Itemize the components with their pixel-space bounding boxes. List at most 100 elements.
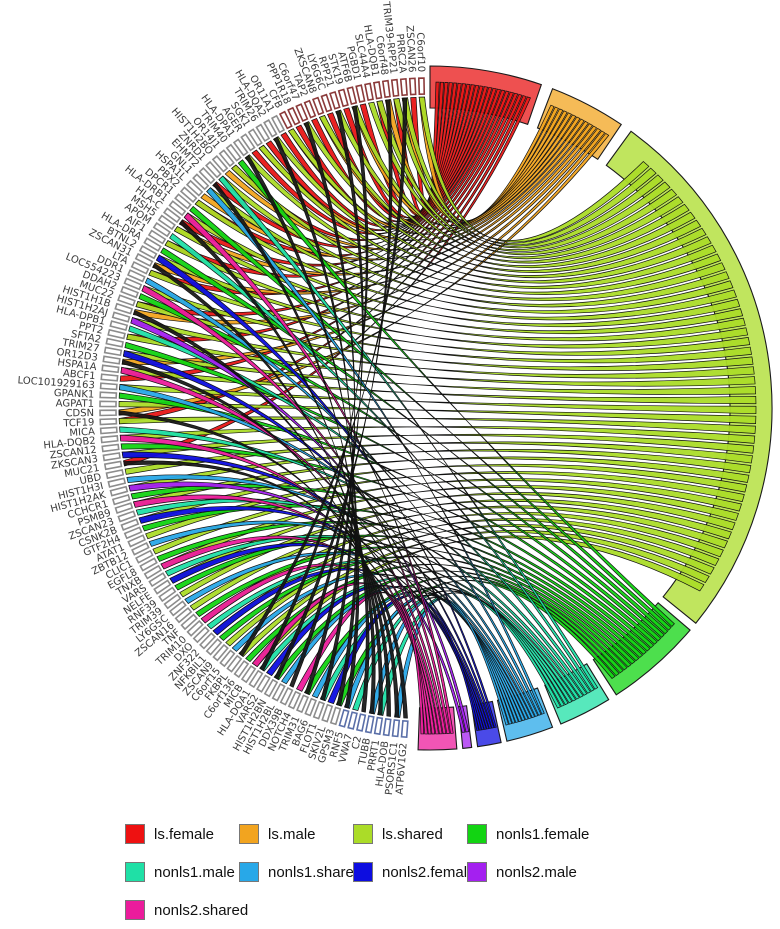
legend-label: nonls1.shared xyxy=(268,863,363,881)
gene-tick xyxy=(233,659,250,679)
gene-label-CDSN: CDSN xyxy=(65,408,94,419)
gene-label-GPANK1: GPANK1 xyxy=(54,388,95,401)
gene-tick xyxy=(212,643,229,662)
gene-tick xyxy=(225,143,242,162)
legend-item-ls-shared: ls.shared xyxy=(353,824,443,844)
chord-ribbon xyxy=(335,109,690,264)
gene-label-ATP6V1G2: ATP6V1G2 xyxy=(395,743,410,796)
gene-tick xyxy=(185,179,204,197)
chord-ribbon xyxy=(200,563,432,735)
chord-ribbon xyxy=(121,130,606,366)
gene-tick xyxy=(255,674,271,693)
gene-tick xyxy=(100,435,119,444)
gene-label-C2: C2 xyxy=(350,735,364,750)
gene-tick xyxy=(417,77,426,96)
chord-ribbon xyxy=(258,144,717,290)
gene-tick xyxy=(295,103,309,122)
gene-tick xyxy=(109,485,129,497)
gene-tick xyxy=(99,426,118,435)
chord-ribbon xyxy=(327,595,480,732)
legend-swatch xyxy=(125,862,145,882)
chord-ribbon xyxy=(287,128,707,279)
legend-item-nonls1-male: nonls1.male xyxy=(125,862,235,882)
gene-label-ZSCAN26: ZSCAN26 xyxy=(403,25,417,73)
gene-tick xyxy=(117,294,136,307)
gene-tick xyxy=(329,90,341,110)
chord-ribbon xyxy=(272,136,712,284)
legend-label: nonls2.male xyxy=(496,863,577,881)
gene-tick xyxy=(102,452,121,462)
gene-tick xyxy=(109,320,129,332)
ticks-group xyxy=(99,77,426,739)
ribbons-group xyxy=(118,81,757,735)
gene-tick xyxy=(168,200,187,217)
chord-ribbon xyxy=(179,498,732,598)
gene-tick xyxy=(111,493,131,506)
gene-tick xyxy=(114,302,134,315)
gene-tick xyxy=(163,593,182,610)
gene-tick xyxy=(99,409,117,417)
gene-label-MICA: MICA xyxy=(69,426,95,439)
chord-ribbon xyxy=(119,383,539,717)
chord-ribbon xyxy=(121,359,391,717)
gene-tick xyxy=(219,649,236,668)
gene-tick xyxy=(147,229,167,245)
gene-tick xyxy=(99,382,118,391)
gene-tick xyxy=(390,78,400,97)
legend-item-nonls2-female: nonls2.female xyxy=(353,862,475,882)
legend-swatch xyxy=(467,824,487,844)
gene-tick xyxy=(311,96,325,116)
chord-ribbon xyxy=(394,598,509,726)
chord-ribbon xyxy=(128,481,466,733)
chord-ribbon xyxy=(351,105,684,260)
gene-tick xyxy=(127,534,147,548)
gene-tick xyxy=(135,549,154,564)
legend-label: nonls2.shared xyxy=(154,901,249,919)
chord-ribbon xyxy=(401,97,657,246)
chord-ribbon xyxy=(121,433,755,459)
gene-tick xyxy=(198,166,216,185)
legend-item-nonls2-shared: nonls2.shared xyxy=(125,900,248,920)
chord-ribbon xyxy=(132,127,602,325)
chord-ribbon xyxy=(273,570,624,681)
gene-tick xyxy=(372,81,383,100)
chord-ribbon xyxy=(266,584,482,731)
chord-ribbon xyxy=(148,520,532,720)
legend-label: nonls2.female xyxy=(382,863,476,881)
chord-ribbon xyxy=(138,293,665,638)
gene-tick xyxy=(199,632,217,650)
chord-ribbon xyxy=(376,100,671,252)
gene-tick xyxy=(103,460,123,471)
legend-item-ls-female: ls.female xyxy=(125,824,214,844)
gene-label-TCF19: TCF19 xyxy=(62,417,94,429)
chord-ribbon xyxy=(195,546,636,665)
gene-tick xyxy=(143,564,163,580)
gene-tick xyxy=(179,186,198,204)
gene-tick xyxy=(400,719,409,739)
gene-tick xyxy=(408,77,417,96)
gene-tick xyxy=(101,364,120,374)
gene-tick xyxy=(347,711,358,730)
gene-tick xyxy=(263,119,278,138)
gene-tick xyxy=(105,337,124,348)
gene-tick xyxy=(174,193,192,210)
chord-ribbon xyxy=(179,219,370,713)
gene-tick xyxy=(192,626,210,644)
chord-ribbon xyxy=(128,325,591,694)
gene-tick xyxy=(263,678,279,698)
chord-ribbon xyxy=(245,154,358,707)
gene-tick xyxy=(105,468,125,480)
gene-tick xyxy=(130,260,150,275)
chord-ribbon xyxy=(189,205,672,631)
gene-tick xyxy=(248,669,264,689)
gene-tick xyxy=(111,311,131,323)
gene-tick xyxy=(103,346,123,357)
gene-tick xyxy=(303,99,317,119)
gene-tick xyxy=(192,173,210,191)
chord-ribbon xyxy=(130,316,470,733)
chord-ribbon xyxy=(133,309,383,716)
gene-tick xyxy=(382,717,392,737)
gene-tick xyxy=(364,715,375,734)
gene-tick xyxy=(355,84,366,103)
